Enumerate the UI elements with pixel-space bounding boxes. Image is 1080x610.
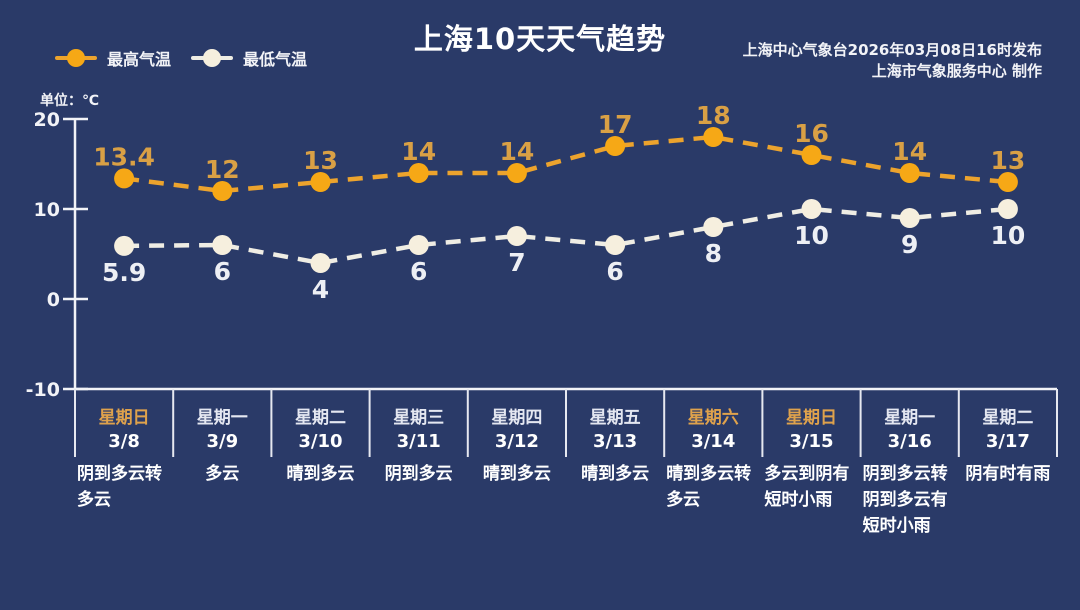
high-temp-point xyxy=(801,145,822,165)
high-temp-point xyxy=(605,136,626,156)
low-temp-value-label: 6 xyxy=(214,257,231,286)
high-temp-value-label: 14 xyxy=(500,137,535,166)
legend-item-low-temp: 最低气温 xyxy=(191,46,307,70)
high-temp-value-label: 17 xyxy=(598,110,633,139)
weather-description: 阴到多云转阴到多云有短时小雨 xyxy=(862,464,948,536)
page-title: 上海10天天气趋势 xyxy=(413,22,667,56)
day-of-week-label: 星期日 xyxy=(785,408,837,428)
high-temp-value-label: 12 xyxy=(205,155,240,184)
legend-label-low: 最低气温 xyxy=(243,50,308,69)
low-temp-line xyxy=(124,206,1009,266)
high-temp-value-label: 13 xyxy=(303,146,338,175)
high-temp-point xyxy=(703,127,724,147)
low-temp-value-label: 8 xyxy=(705,239,722,268)
weather-description: 多云 xyxy=(205,464,240,484)
day-of-week-label: 星期二 xyxy=(294,408,346,428)
date-label: 3/16 xyxy=(887,431,932,452)
date-label: 3/13 xyxy=(593,431,638,452)
day-of-week-label: 星期二 xyxy=(982,408,1034,428)
day-of-week-label: 星期三 xyxy=(393,408,445,428)
high-temp-value-label: 13.4 xyxy=(93,142,155,171)
low-temp-point xyxy=(997,199,1018,219)
unit-label: 单位：℃ xyxy=(40,93,99,109)
day-of-week-label: 星期一 xyxy=(196,408,248,428)
low-temp-legend-marker-icon xyxy=(191,49,234,67)
weather-description: 晴到多云转多云 xyxy=(666,464,752,510)
high-temp-point xyxy=(899,163,920,183)
low-temp-point xyxy=(899,208,920,228)
y-axis-tick-label: 10 xyxy=(34,199,60,221)
weather-description: 阴有时有雨 xyxy=(965,464,1051,484)
date-label: 3/8 xyxy=(108,431,140,452)
weather-description: 晴到多云 xyxy=(286,464,355,484)
date-label: 3/11 xyxy=(396,431,441,452)
low-temp-value-label: 6 xyxy=(410,257,427,286)
date-label: 3/10 xyxy=(298,431,343,452)
low-temp-point xyxy=(703,217,724,237)
day-columns: 星期日 3/8 阴到多云转多云 星期一 3/9 多云 星期二 3/10 晴到多云 星期三 3/11 阴… xyxy=(0,389,1080,610)
high-temp-value-label: 13 xyxy=(991,146,1026,175)
low-temp-point xyxy=(605,235,626,255)
publisher-line-2: 上海市气象服务中心 制作 xyxy=(871,62,1042,80)
low-temp-value-label: 9 xyxy=(901,230,918,259)
weather-description: 晴到多云 xyxy=(482,464,551,484)
low-temp-point xyxy=(408,235,429,255)
weather-description: 晴到多云 xyxy=(581,464,650,484)
high-temp-point xyxy=(114,168,135,189)
high-temp-value-label: 18 xyxy=(696,101,731,130)
chart-legend: 最高气温 最低气温 xyxy=(55,46,307,70)
day-of-week-label: 星期四 xyxy=(491,408,543,428)
date-label: 3/9 xyxy=(206,431,239,452)
high-temp-value-label: 16 xyxy=(794,119,829,148)
date-label: 3/17 xyxy=(985,431,1030,452)
y-axis-tick-label: 0 xyxy=(47,289,60,311)
y-axis-tick-label: 20 xyxy=(34,109,60,131)
legend-item-high-temp: 最高气温 xyxy=(55,46,171,70)
low-temp-value-label: 6 xyxy=(606,257,623,286)
date-label: 3/14 xyxy=(691,431,736,452)
weather-description: 阴到多云 xyxy=(384,464,453,484)
high-temp-value-label: 14 xyxy=(892,137,927,166)
low-temp-value-label: 10 xyxy=(991,221,1026,250)
date-label: 3/12 xyxy=(494,431,539,452)
publisher-line-1: 上海中心气象台2026年03月08日16时发布 xyxy=(742,41,1042,59)
low-temp-point xyxy=(114,235,135,256)
weather-description: 多云到阴有短时小雨 xyxy=(764,464,850,510)
low-temp-point xyxy=(801,199,822,219)
date-label: 3/15 xyxy=(789,431,834,452)
high-temp-point xyxy=(310,172,331,192)
legend-label-high: 最高气温 xyxy=(107,50,172,69)
low-temp-point xyxy=(310,253,331,273)
low-temp-value-label: 7 xyxy=(508,248,525,277)
low-temp-value-label: 5.9 xyxy=(102,258,146,287)
low-temp-point xyxy=(506,226,527,246)
high-temp-value-label: 14 xyxy=(401,137,436,166)
day-of-week-label: 星期六 xyxy=(687,408,739,428)
high-temp-line xyxy=(123,134,1009,194)
low-temp-point xyxy=(212,235,233,255)
high-temp-legend-marker-icon xyxy=(55,49,97,67)
y-axis-tick-label: -10 xyxy=(26,379,60,401)
high-temp-point xyxy=(997,172,1018,192)
high-temp-point xyxy=(408,163,429,183)
day-of-week-label: 星期一 xyxy=(884,408,936,428)
day-of-week-label: 星期日 xyxy=(98,408,150,428)
low-temp-value-label: 4 xyxy=(312,275,329,304)
high-temp-point xyxy=(212,181,233,201)
weather-description: 阴到多云转多云 xyxy=(77,464,162,510)
publisher-info: 上海中心气象台2026年03月08日16时发布 上海市气象服务中心 制作 xyxy=(743,40,1042,82)
high-temp-point xyxy=(506,163,527,183)
day-of-week-label: 星期五 xyxy=(589,408,641,428)
low-temp-value-label: 10 xyxy=(794,221,829,250)
